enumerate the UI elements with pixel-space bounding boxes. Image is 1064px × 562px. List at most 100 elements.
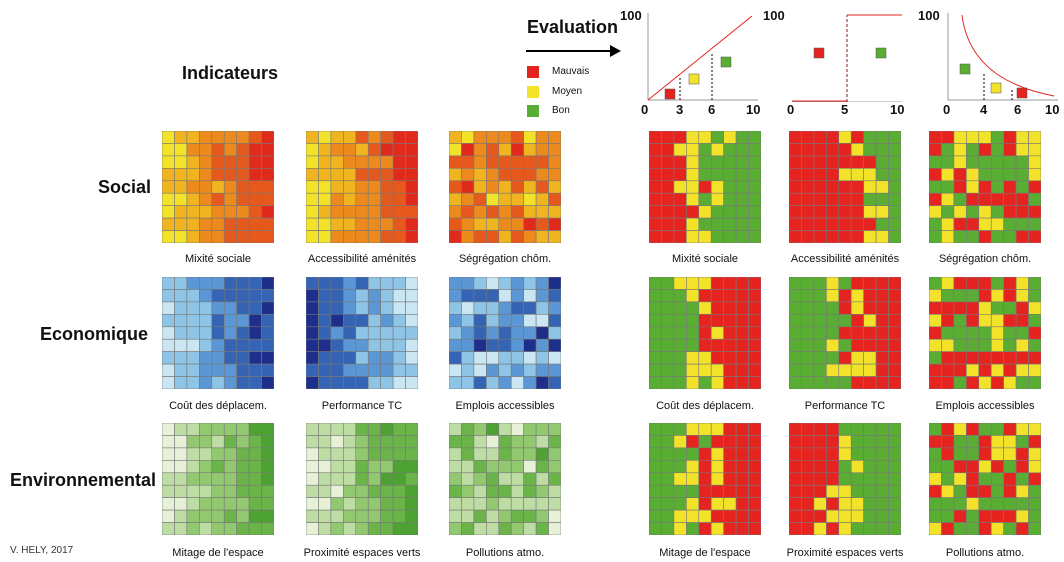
grid-cell (473, 143, 487, 157)
mini-chart-inverse-tick-0: 0 (943, 102, 951, 117)
grid-cell (941, 351, 955, 365)
grid-cell (248, 522, 262, 535)
grid-cell (186, 435, 200, 449)
grid-cell (343, 447, 357, 461)
grid-cell (199, 314, 213, 328)
evaluation-label-economique-0: Coût des déplacem. (656, 400, 754, 412)
grid-cell (978, 314, 992, 328)
grid-cell (392, 363, 406, 377)
grid-cell (941, 376, 955, 389)
grid-cell (392, 143, 406, 157)
grid-cell (875, 472, 889, 486)
grid-cell (1015, 301, 1029, 315)
grid-cell (248, 180, 262, 194)
grid-cell (248, 376, 262, 389)
indicator-label-environnemental-1: Proximité espaces verts (303, 547, 421, 559)
grid-cell (498, 497, 512, 511)
grid-cell (953, 522, 967, 535)
grid-cell (990, 168, 1004, 182)
grid-cell (735, 447, 749, 461)
grid-cell (223, 289, 237, 303)
grid-cell (673, 217, 687, 231)
grid-cell (813, 277, 827, 290)
grid-cell (318, 192, 332, 206)
grid-cell (929, 509, 942, 523)
grid-cell (261, 277, 274, 290)
grid-cell (523, 376, 537, 389)
grid-cell (498, 180, 512, 194)
grid-cell (723, 155, 737, 169)
mini-chart-inverse-tick-4: 4 (980, 102, 988, 117)
grid-cell (223, 326, 237, 340)
grid-cell (223, 509, 237, 523)
grid-cell (355, 143, 369, 157)
grid-cell (978, 289, 992, 303)
grid-cell (248, 289, 262, 303)
grid-cell (801, 289, 815, 303)
evaluation-grid-economique-0 (649, 277, 761, 389)
grid-cell (978, 472, 992, 486)
grid-cell (748, 338, 761, 352)
grid-cell (673, 351, 687, 365)
grid-cell (990, 192, 1004, 206)
grid-cell (355, 338, 369, 352)
grid-cell (306, 447, 319, 461)
grid-cell (318, 326, 332, 340)
grid-cell (875, 460, 889, 474)
grid-cell (380, 460, 394, 474)
grid-cell (343, 217, 357, 231)
indicator-grid-environnemental-1 (306, 423, 418, 535)
grid-cell (673, 277, 687, 290)
grid-cell (748, 180, 761, 194)
grid-cell (330, 205, 344, 219)
grid-cell (826, 460, 840, 474)
grid-cell (966, 168, 980, 182)
evaluation-label-environnemental-1: Proximité espaces verts (786, 547, 904, 559)
grid-cell (1003, 301, 1017, 315)
grid-cell (838, 338, 852, 352)
grid-cell (535, 376, 549, 389)
grid-cell (236, 192, 250, 206)
grid-cell (343, 423, 357, 436)
grid-cell (1015, 192, 1029, 206)
grid-cell (498, 326, 512, 340)
grid-cell (801, 497, 815, 511)
grid-cell (686, 509, 700, 523)
grid-cell (1028, 277, 1041, 290)
grid-cell (211, 484, 225, 498)
grid-cell (990, 217, 1004, 231)
grid-cell (461, 277, 475, 290)
grid-cell (473, 217, 487, 231)
grid-cell (248, 497, 262, 511)
grid-cell (449, 338, 462, 352)
grid-cell (330, 376, 344, 389)
grid-cell (473, 435, 487, 449)
grid-cell (929, 289, 942, 303)
grid-cell (392, 217, 406, 231)
grid-cell (710, 155, 724, 169)
grid-cell (710, 435, 724, 449)
grid-cell (888, 509, 901, 523)
grid-cell (990, 338, 1004, 352)
grid-cell (355, 217, 369, 231)
grid-cell (735, 143, 749, 157)
grid-cell (330, 435, 344, 449)
grid-cell (380, 168, 394, 182)
grid-cell (661, 509, 675, 523)
grid-cell (461, 155, 475, 169)
grid-cell (523, 180, 537, 194)
grid-cell (863, 423, 877, 436)
grid-cell (318, 301, 332, 315)
grid-cell (649, 522, 662, 535)
grid-cell (826, 314, 840, 328)
grid-cell (826, 277, 840, 290)
grid-cell (649, 131, 662, 144)
grid-cell (838, 155, 852, 169)
grid-cell (486, 351, 500, 365)
grid-cell (978, 301, 992, 315)
grid-cell (498, 338, 512, 352)
grid-cell (248, 155, 262, 169)
grid-cell (523, 277, 537, 290)
grid-cell (535, 363, 549, 377)
grid-cell (199, 447, 213, 461)
